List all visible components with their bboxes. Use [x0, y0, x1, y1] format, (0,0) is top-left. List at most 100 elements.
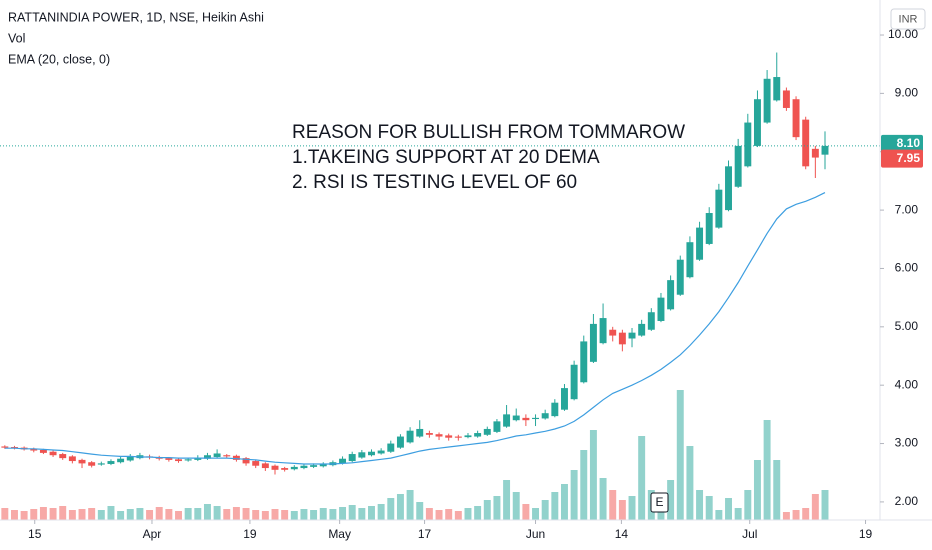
- candle-body: [512, 415, 520, 421]
- volume-bar: [339, 507, 347, 520]
- candle-body: [416, 428, 424, 437]
- candle-body: [821, 145, 829, 155]
- candle-body: [203, 455, 211, 459]
- y-tick-label: 3.00: [895, 436, 919, 450]
- candle-body: [117, 458, 125, 463]
- volume-bar: [821, 490, 829, 520]
- candle-body: [782, 90, 790, 108]
- volume-bar: [300, 509, 308, 520]
- candle-body: [387, 443, 395, 452]
- volume-bar: [184, 508, 192, 520]
- candle-body: [715, 189, 723, 228]
- volume-bar: [78, 509, 86, 520]
- volume-bar: [155, 507, 163, 520]
- volume-bar: [290, 511, 298, 520]
- candle-body: [49, 451, 57, 456]
- x-tick-label: Apr: [143, 527, 162, 541]
- volume-bar: [609, 490, 617, 520]
- volume-bar: [802, 508, 810, 520]
- volume-bar: [541, 500, 549, 520]
- volume-bar: [483, 500, 491, 520]
- volume-bar: [88, 508, 96, 520]
- y-tick-label: 2.00: [895, 494, 919, 508]
- candle-body: [319, 463, 327, 467]
- x-tick-label: 15: [28, 527, 42, 541]
- earnings-label: E: [655, 495, 663, 509]
- x-tick-label: Jun: [526, 527, 545, 541]
- candle-body: [232, 455, 240, 460]
- price-badge: [881, 149, 923, 168]
- volume-bar: [696, 490, 704, 520]
- x-tick-label: Jul: [742, 527, 757, 541]
- volume-bar: [97, 510, 105, 520]
- candle-body: [290, 466, 298, 470]
- volume-bar: [242, 508, 250, 520]
- volume-bar: [232, 507, 240, 520]
- candle-body: [464, 435, 472, 438]
- candle-body: [194, 457, 202, 460]
- indicator-label: EMA (20, close, 0): [8, 52, 110, 66]
- volume-bar: [416, 502, 424, 520]
- candle-body: [474, 433, 482, 437]
- volume-bar: [474, 506, 482, 520]
- volume-bar: [522, 504, 530, 520]
- price-badge-label: 7.95: [897, 151, 921, 165]
- candle-body: [300, 465, 308, 469]
- volume-bar: [725, 498, 732, 520]
- candle-body: [628, 332, 636, 339]
- volume-bar: [406, 490, 414, 520]
- candle-body: [59, 454, 67, 459]
- y-tick-label: 6.00: [895, 261, 919, 275]
- y-tick-label: 5.00: [895, 319, 919, 333]
- candle-body: [609, 329, 617, 336]
- candle-body: [454, 436, 462, 438]
- candle-body: [676, 259, 684, 295]
- volume-bar: [329, 509, 337, 520]
- y-tick-label: 4.00: [895, 377, 919, 391]
- candle-body: [368, 451, 375, 456]
- volume-bar: [561, 484, 568, 520]
- candle-body: [638, 323, 646, 336]
- candle-body: [107, 461, 115, 464]
- volume-bar: [782, 512, 790, 520]
- volume-bar: [117, 511, 125, 520]
- volume-bar: [261, 511, 269, 520]
- candle-body: [1, 446, 9, 448]
- volume-bar: [715, 510, 723, 520]
- indicator-label: Vol: [8, 31, 25, 45]
- volume-bar: [194, 508, 202, 520]
- candle-body: [773, 77, 781, 101]
- volume-bar: [319, 508, 327, 520]
- volume-bar: [435, 510, 443, 520]
- volume-bar: [107, 506, 115, 520]
- volume-bar: [281, 510, 289, 520]
- candle-body: [281, 468, 289, 470]
- volume-bar: [310, 510, 318, 520]
- candle-body: [570, 364, 578, 400]
- candle-body: [667, 280, 675, 310]
- candle-body: [734, 145, 742, 187]
- candle-body: [310, 465, 318, 467]
- volume-bar: [11, 510, 18, 520]
- candle-body: [744, 122, 752, 167]
- volume-bar: [599, 478, 607, 520]
- candle-body: [261, 463, 269, 469]
- candle-body: [425, 433, 433, 435]
- volume-bar: [570, 470, 578, 520]
- candle-body: [705, 213, 713, 244]
- volume-bar: [618, 500, 626, 520]
- volume-bar: [589, 430, 597, 520]
- candle-body: [589, 323, 597, 362]
- candle-body: [252, 461, 260, 466]
- volume-bar: [136, 508, 144, 520]
- volume-bar: [638, 436, 646, 520]
- earnings-marker[interactable]: [650, 492, 669, 513]
- candle-body: [165, 458, 173, 460]
- volume-bar: [348, 505, 356, 520]
- volume-bar: [203, 504, 211, 520]
- volume-bar: [464, 508, 472, 520]
- currency-box[interactable]: [890, 8, 926, 30]
- volume-bar: [49, 508, 57, 520]
- currency-label: INR: [899, 13, 918, 25]
